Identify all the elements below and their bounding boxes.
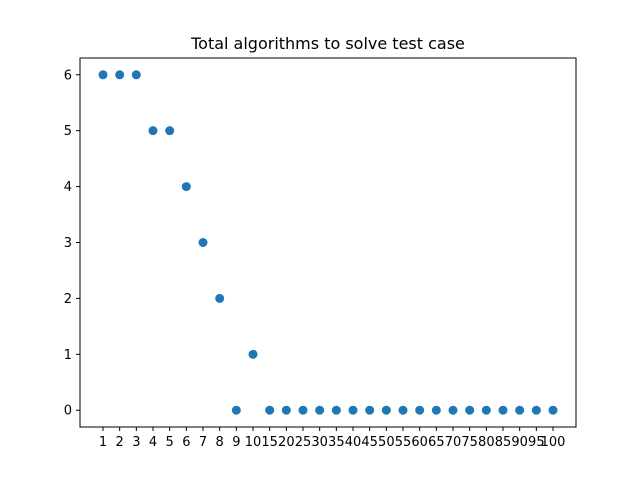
x-tick-label: 90 (511, 435, 528, 450)
data-point (165, 126, 175, 136)
data-point (431, 405, 441, 415)
x-tick-label: 40 (345, 435, 362, 450)
x-tick-label: 5 (166, 435, 174, 450)
data-point (265, 405, 275, 415)
x-tick-label: 100 (541, 435, 566, 450)
x-tick-label: 45 (361, 435, 378, 450)
data-point (248, 349, 258, 359)
data-point (515, 405, 525, 415)
data-point (365, 405, 375, 415)
data-point (181, 182, 191, 192)
data-point (498, 405, 508, 415)
y-tick-label: 6 (64, 68, 72, 83)
x-tick-label: 70 (445, 435, 462, 450)
x-tick-label: 1 (99, 435, 107, 450)
data-point (315, 405, 325, 415)
x-tick-label: 4 (149, 435, 157, 450)
y-tick-label: 2 (64, 292, 72, 307)
data-point (198, 238, 208, 247)
x-tick-label: 80 (478, 435, 495, 450)
data-point (298, 405, 308, 415)
chart-title: Total algorithms to solve test case (190, 34, 465, 53)
data-point (448, 405, 458, 415)
data-point (381, 405, 391, 415)
data-point (481, 405, 491, 415)
x-tick-label: 60 (411, 435, 428, 450)
x-tick-label: 7 (199, 435, 207, 450)
data-point (398, 405, 408, 415)
data-point (131, 70, 141, 80)
data-point (215, 293, 225, 303)
x-tick-label: 65 (428, 435, 445, 450)
x-tick-label: 50 (378, 435, 395, 450)
y-tick-label: 4 (64, 180, 72, 195)
x-tick-label: 20 (278, 435, 295, 450)
x-tick-label: 2 (116, 435, 124, 450)
x-tick-label: 8 (216, 435, 224, 450)
data-point (231, 405, 241, 415)
x-tick-label: 3 (132, 435, 140, 450)
data-points (98, 70, 558, 415)
x-tick-label: 6 (182, 435, 190, 450)
y-tick-label: 5 (64, 124, 72, 139)
data-point (98, 70, 108, 80)
data-point (115, 70, 125, 80)
plot-frame (79, 57, 577, 428)
x-tick-label: 30 (311, 435, 328, 450)
y-axis-ticks: 0 1 2 3 4 5 6 (64, 68, 80, 419)
x-tick-label: 95 (528, 435, 545, 450)
x-axis-ticks: 1 2 3 4 5 6 7 8 9 10 15 20 25 30 35 40 45 50 55 60 65 70 75 80 8… (99, 427, 566, 450)
x-tick-label: 25 (295, 435, 312, 450)
data-point (531, 405, 541, 415)
x-tick-label: 15 (261, 435, 278, 450)
x-tick-label: 35 (328, 435, 345, 450)
data-point (281, 405, 291, 415)
y-tick-label: 1 (64, 348, 72, 363)
data-point (465, 405, 475, 415)
x-tick-label: 10 (245, 435, 262, 450)
data-point (415, 405, 425, 415)
data-point (348, 405, 358, 415)
data-point (548, 405, 558, 415)
x-tick-label: 85 (495, 435, 512, 450)
data-point (331, 405, 341, 415)
x-tick-label: 55 (395, 435, 412, 450)
data-point (148, 126, 158, 136)
x-tick-label: 9 (232, 435, 240, 450)
y-tick-label: 3 (64, 236, 72, 251)
x-tick-label: 75 (461, 435, 478, 450)
y-tick-label: 0 (64, 404, 72, 419)
